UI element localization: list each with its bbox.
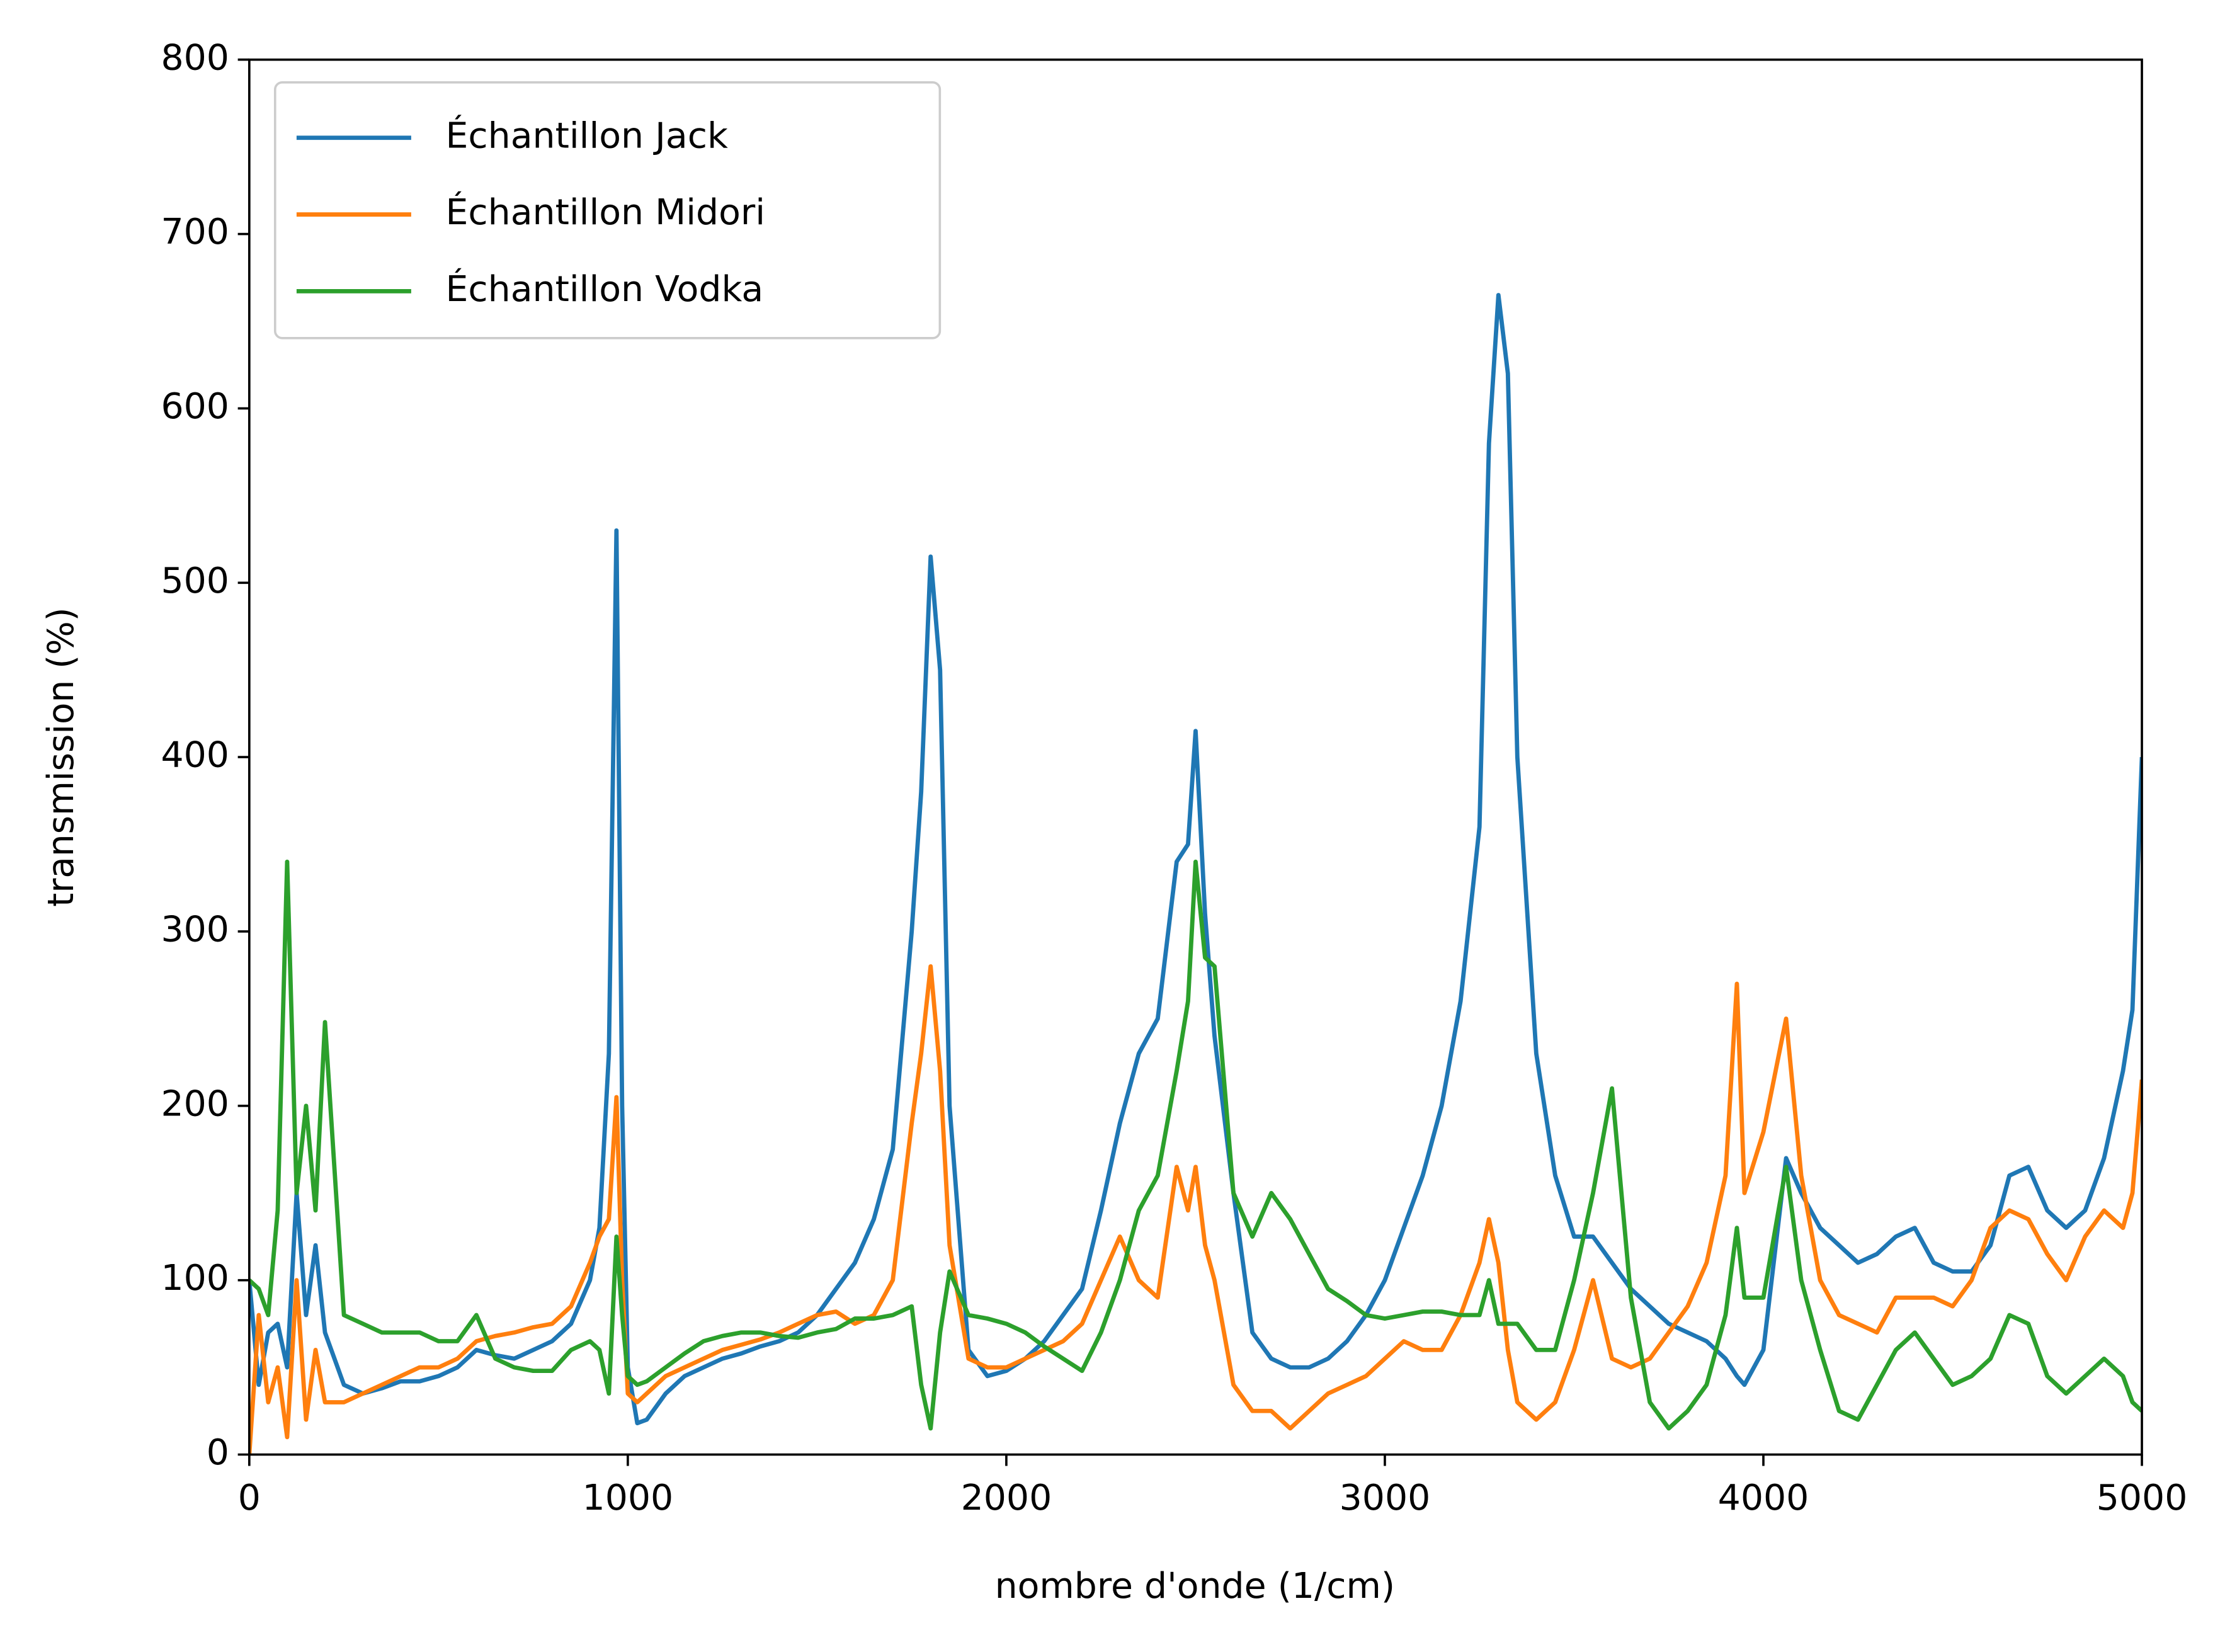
legend-box (273, 81, 942, 339)
y-tick-label: 700 (161, 211, 229, 253)
series-line (249, 859, 2142, 1431)
y-tick-label: 800 (161, 37, 229, 79)
x-tick-label: 1000 (583, 1477, 674, 1518)
legend-label: Échantillon Midori (446, 190, 766, 233)
x-tick-label: 3000 (1340, 1477, 1431, 1518)
x-axis-label: nombre d'onde (1/cm) (995, 1565, 1395, 1607)
x-tick-label: 0 (238, 1477, 261, 1518)
y-tick-label: 400 (161, 734, 229, 776)
series-line (249, 293, 2142, 1426)
y-tick-label: 300 (161, 909, 229, 950)
y-axis-label: transmission (%) (40, 607, 82, 907)
y-tick-label: 600 (161, 385, 229, 427)
x-tick-label: 5000 (2097, 1477, 2188, 1518)
y-tick-label: 500 (161, 560, 229, 601)
series-line (249, 964, 2142, 1455)
y-tick-label: 200 (161, 1083, 229, 1125)
y-tick-label: 100 (161, 1257, 229, 1299)
legend-label: Échantillon Jack (446, 114, 729, 157)
x-tick-label: 4000 (1718, 1477, 1809, 1518)
legend-label: Échantillon Vodka (446, 267, 764, 310)
y-tick-label: 0 (207, 1432, 229, 1473)
x-tick-label: 2000 (961, 1477, 1052, 1518)
plot-frame (248, 58, 2143, 1456)
